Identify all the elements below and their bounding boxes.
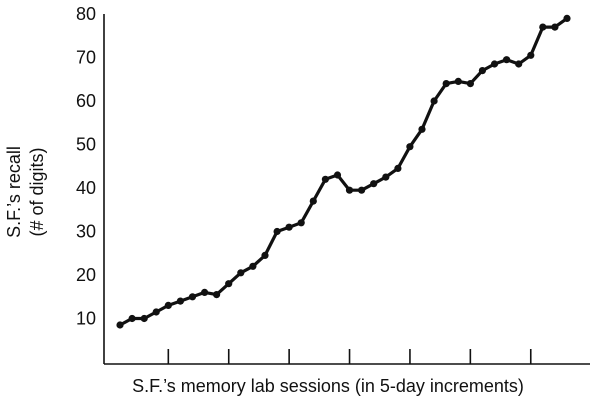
data-point <box>418 125 426 133</box>
data-point <box>527 51 535 59</box>
data-point <box>515 60 523 68</box>
data-point <box>563 14 571 22</box>
data-point <box>370 180 378 188</box>
data-point <box>345 186 354 194</box>
data-point <box>382 173 390 181</box>
recall-series-line <box>118 16 569 327</box>
data-point <box>551 23 559 31</box>
y-tick-label: 20 <box>76 265 96 285</box>
data-point <box>309 197 317 205</box>
data-point <box>128 314 136 323</box>
data-point <box>176 297 184 305</box>
y-tick-label: 60 <box>76 91 96 111</box>
data-point <box>358 186 366 194</box>
data-point <box>188 293 197 301</box>
data-point <box>539 23 547 31</box>
data-point <box>321 175 329 183</box>
data-point <box>297 219 305 227</box>
data-point <box>285 223 293 231</box>
data-point <box>478 67 486 75</box>
data-point <box>430 97 438 105</box>
y-axis-title-line-1: S.F.’s recall <box>4 146 24 238</box>
data-point <box>406 143 414 151</box>
x-axis-title: S.F.’s memory lab sessions (in 5-day inc… <box>132 376 524 396</box>
y-tick-label: 10 <box>76 309 96 329</box>
y-tick-label: 30 <box>76 222 96 242</box>
data-point <box>201 288 209 296</box>
data-point <box>225 280 233 288</box>
y-tick-label: 70 <box>76 48 96 68</box>
data-point <box>466 80 474 88</box>
y-axis-title-line-2: (# of digits) <box>27 147 47 236</box>
x-axis-ticks <box>167 349 532 364</box>
y-tick-label: 40 <box>76 178 96 198</box>
y-tick-label: 80 <box>76 4 96 24</box>
data-points <box>116 14 571 329</box>
data-point <box>237 269 245 277</box>
data-point <box>249 262 257 270</box>
data-point <box>394 164 402 172</box>
data-point <box>454 77 462 85</box>
data-point <box>442 80 450 88</box>
data-point <box>273 227 281 236</box>
data-point <box>503 56 511 64</box>
data-point <box>333 171 342 179</box>
data-point <box>213 291 221 299</box>
data-point <box>164 301 172 309</box>
data-point <box>116 321 124 329</box>
y-tick-label: 50 <box>76 135 96 155</box>
data-point <box>261 251 269 259</box>
data-point <box>152 308 160 316</box>
data-point <box>490 60 499 68</box>
data-point <box>140 314 148 323</box>
y-axis-tick-labels: 10 20 30 40 50 60 70 80 <box>76 4 96 329</box>
